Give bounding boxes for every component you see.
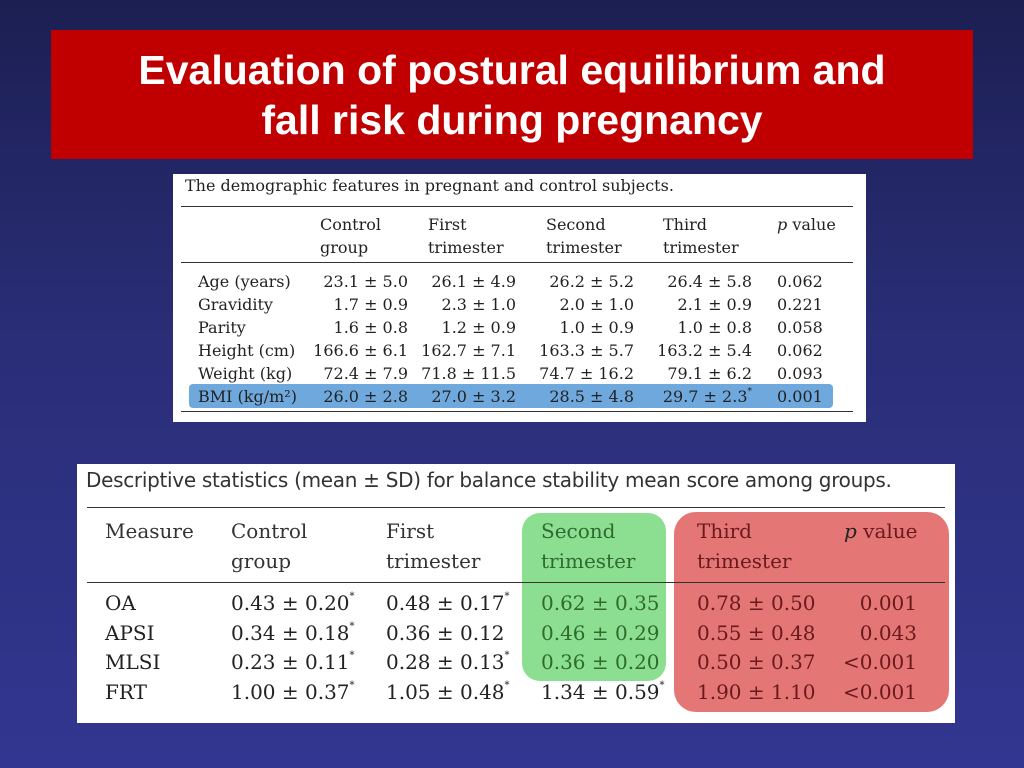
cell-first-trimester: 0.36 ± 0.12 <box>386 621 505 645</box>
header-second-trimester: Second trimester <box>541 519 636 573</box>
cell-first-trimester: 71.8 ± 11.5 <box>421 364 516 383</box>
cell-control: 0.23 ± 0.11* <box>231 650 355 674</box>
header-first-trimester: First trimester <box>386 519 481 573</box>
header-measure: Measure <box>105 519 194 543</box>
demographics-table: The demographic features in pregnant and… <box>173 174 866 422</box>
header-third-trimester: Third trimester <box>663 215 739 257</box>
cell-p-value: 0.093 <box>777 364 823 383</box>
cell-third-trimester: 0.78 ± 0.50 <box>697 591 816 615</box>
row-label: Age (years) <box>198 272 291 291</box>
cell-first-trimester: 162.7 ± 7.1 <box>421 341 516 360</box>
row-label: Height (cm) <box>198 341 296 360</box>
cell-second-trimester: 28.5 ± 4.8 <box>549 387 634 406</box>
cell-third-trimester: 26.4 ± 5.8 <box>667 272 752 291</box>
cell-second-trimester: 74.7 ± 16.2 <box>539 364 634 383</box>
cell-third-trimester: 79.1 ± 6.2 <box>667 364 752 383</box>
cell-second-trimester: 0.36 ± 0.20 <box>541 650 660 674</box>
cell-second-trimester: 0.46 ± 0.29 <box>541 621 660 645</box>
table-rule <box>87 582 945 583</box>
header-p-value: p value <box>777 215 836 234</box>
cell-first-trimester: 27.0 ± 3.2 <box>431 387 516 406</box>
row-label: OA <box>105 591 136 615</box>
cell-second-trimester: 163.3 ± 5.7 <box>539 341 634 360</box>
second-trimester-highlight <box>522 513 666 681</box>
cell-second-trimester: 1.0 ± 0.9 <box>559 318 634 337</box>
demographics-table-caption: The demographic features in pregnant and… <box>185 176 674 195</box>
row-label: APSI <box>105 621 155 645</box>
cell-third-trimester: 0.50 ± 0.37 <box>697 650 816 674</box>
cell-control: 166.6 ± 6.1 <box>313 341 408 360</box>
row-label: MLSI <box>105 650 161 674</box>
bmi-row-highlight <box>189 384 833 408</box>
header-control-group: Control group <box>320 215 382 257</box>
table-rule <box>181 262 853 263</box>
row-label: Gravidity <box>198 295 273 314</box>
cell-first-trimester: 2.3 ± 1.0 <box>441 295 516 314</box>
slide-title-line1: Evaluation of postural equilibrium and <box>138 46 886 93</box>
cell-p-value: 0.062 <box>777 272 823 291</box>
cell-p-value: 0.043 <box>859 621 917 645</box>
cell-control: 0.34 ± 0.18* <box>231 621 355 645</box>
cell-third-trimester: 163.2 ± 5.4 <box>657 341 752 360</box>
cell-control: 23.1 ± 5.0 <box>323 272 408 291</box>
cell-control: 72.4 ± 7.9 <box>323 364 408 383</box>
row-label: Parity <box>198 318 246 337</box>
balance-stats-table: Descriptive statistics (mean ± SD) for b… <box>77 464 955 723</box>
cell-p-value: 0.221 <box>777 295 823 314</box>
cell-control: 1.00 ± 0.37* <box>231 680 355 704</box>
slide-title: Evaluation of postural equilibrium and f… <box>51 30 973 159</box>
cell-control: 26.0 ± 2.8 <box>323 387 408 406</box>
table-rule <box>87 507 945 508</box>
cell-first-trimester: 1.2 ± 0.9 <box>441 318 516 337</box>
row-label: Weight (kg) <box>198 364 293 383</box>
header-control-group: Control group <box>231 519 308 573</box>
balance-stats-caption: Descriptive statistics (mean ± SD) for b… <box>86 468 892 492</box>
slide-title-line2: fall risk during pregnancy <box>261 96 763 143</box>
cell-p-value: 0.001 <box>777 387 823 406</box>
cell-first-trimester: 0.28 ± 0.13* <box>386 650 510 674</box>
third-trimester-highlight <box>674 512 949 712</box>
header-first-trimester: First trimester <box>428 215 504 257</box>
cell-control: 0.43 ± 0.20* <box>231 591 355 615</box>
cell-control: 1.7 ± 0.9 <box>333 295 408 314</box>
cell-second-trimester: 0.62 ± 0.35 <box>541 591 660 615</box>
cell-p-value: 0.001 <box>859 591 917 615</box>
cell-third-trimester: 0.55 ± 0.48 <box>697 621 816 645</box>
cell-third-trimester: 2.1 ± 0.9 <box>677 295 752 314</box>
row-label: BMI (kg/m²) <box>198 387 297 406</box>
cell-third-trimester: 29.7 ± 2.3* <box>662 387 752 406</box>
header-second-trimester: Second trimester <box>546 215 622 257</box>
cell-p-value: <0.001 <box>842 680 917 704</box>
cell-second-trimester: 1.34 ± 0.59* <box>541 680 665 704</box>
row-label: FRT <box>105 680 147 704</box>
cell-second-trimester: 26.2 ± 5.2 <box>549 272 634 291</box>
cell-first-trimester: 26.1 ± 4.9 <box>431 272 516 291</box>
cell-third-trimester: 1.0 ± 0.8 <box>677 318 752 337</box>
cell-third-trimester: 1.90 ± 1.10 <box>697 680 816 704</box>
header-third-trimester: Third trimester <box>697 519 792 573</box>
cell-first-trimester: 0.48 ± 0.17* <box>386 591 510 615</box>
cell-p-value: 0.062 <box>777 341 823 360</box>
cell-p-value: <0.001 <box>842 650 917 674</box>
cell-p-value: 0.058 <box>777 318 823 337</box>
cell-second-trimester: 2.0 ± 1.0 <box>559 295 634 314</box>
cell-control: 1.6 ± 0.8 <box>333 318 408 337</box>
cell-first-trimester: 1.05 ± 0.48* <box>386 680 510 704</box>
table-rule <box>181 206 853 207</box>
header-p-value: p value <box>844 519 918 543</box>
table-rule <box>181 411 853 412</box>
